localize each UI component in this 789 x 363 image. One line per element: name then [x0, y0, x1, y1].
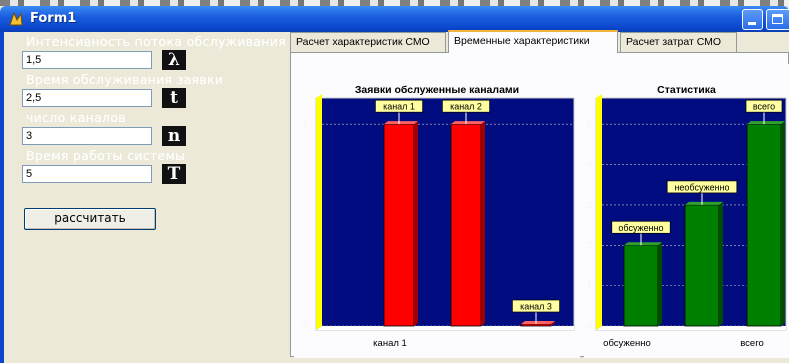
channels-chart-bar-label: канал 2 — [450, 102, 482, 112]
statistics-chart-bar-side — [658, 242, 662, 326]
work-time-input[interactable]: 5 — [22, 165, 152, 183]
channels-chart-bar-label: канал 1 — [383, 102, 415, 112]
channels-chart-bar-top — [521, 321, 555, 324]
statistics-chart-side-wall — [596, 94, 602, 330]
statistics-chart-y-tick-label: 2 — [587, 240, 592, 250]
statistics-chart-x-tick-label: всего — [740, 338, 764, 349]
minimize-button[interactable] — [742, 9, 763, 30]
statistics-chart-bar — [746, 123, 782, 327]
tab-characteristics[interactable]: Расчет характеристик СМО — [290, 32, 446, 52]
tab-time-characteristics[interactable]: Временные характеристики — [448, 30, 618, 53]
statistics-chart-bar-top — [685, 201, 723, 205]
maximize-button[interactable] — [766, 9, 789, 30]
channels-chart-bar — [520, 323, 552, 327]
channels-chart-bar — [450, 123, 482, 327]
channels-chart-bar-side — [414, 121, 418, 326]
statistics-chart-bar-side — [719, 201, 723, 326]
tab-costs[interactable]: Расчет затрат СМО — [620, 32, 737, 52]
statistics-chart-bar-label: необсуженно — [674, 182, 729, 192]
statistics-chart-y-tick-label: 3 — [587, 200, 592, 210]
channels-chart-bar-label-box — [442, 99, 490, 113]
t-symbol: t — [162, 88, 186, 108]
statistics-chart-bar-top — [624, 242, 662, 246]
lambda-symbol: λ — [162, 50, 186, 70]
channels-chart-bar — [383, 123, 415, 327]
window-title: Form1 — [30, 11, 77, 26]
T-symbol: T — [162, 164, 186, 184]
statistics-chart-bar-label: обсуженно — [618, 223, 663, 233]
statistics-chart-y-tick-label: 4 — [587, 160, 592, 170]
n-symbol: n — [162, 126, 186, 146]
statistics-chart-bar-label: всего — [753, 102, 775, 112]
channels-chart-bar-top — [451, 121, 485, 125]
channels-chart-bar-top — [384, 121, 418, 125]
calculate-button[interactable]: рассчитать — [24, 208, 156, 230]
statistics-chart-bar — [684, 204, 720, 327]
minimize-icon — [748, 22, 756, 25]
statistics-chart-bar — [623, 244, 659, 327]
channels-chart-x-tick-label: канал 1 — [373, 338, 407, 349]
title-bar[interactable]: Form1 — [0, 6, 789, 32]
channels-chart-bar-side — [551, 321, 555, 326]
maximize-icon — [772, 14, 783, 24]
statistics-chart-y-tick-label: 5 — [587, 119, 592, 129]
statistics-chart-bar-label-box — [745, 99, 783, 113]
statistics-chart-bar-side — [781, 121, 785, 326]
channels-chart-bar-label-box — [375, 99, 423, 113]
work-time-label: Время работы системы — [26, 148, 186, 163]
service-time-input[interactable]: 2,5 — [22, 89, 152, 107]
statistics-chart-bar-top — [747, 121, 785, 125]
channels-label: число каналов — [26, 110, 126, 125]
channels-chart-svg: 0 1 канал 1 канал 2 канал 3 канал 1 — [303, 94, 575, 349]
channels-chart-floor — [316, 326, 574, 330]
channels-chart-bar-side — [481, 121, 485, 326]
statistics-chart-bar-label-box — [611, 220, 671, 234]
statistics-chart-title: Статистика — [657, 84, 716, 96]
channels-chart-bar-label-box — [512, 299, 560, 313]
channels-chart-title: Заявки обслуженные каналами — [354, 84, 520, 96]
statistics-chart-bar-label-box — [666, 180, 738, 194]
statistics-chart-svg: 0 1 2 3 4 5 обсуженно необсуженно всего обсуженно… — [587, 94, 787, 349]
window-frame-left — [0, 32, 4, 363]
statistics-chart-x-tick-label: обсуженно — [603, 338, 651, 349]
statistics-chart-y-tick-label: 1 — [587, 281, 592, 291]
channels-chart-y-tick-label: 0 — [303, 321, 308, 331]
app-icon — [9, 11, 23, 26]
channels-chart-y-tick-label: 1 — [303, 119, 308, 129]
channels-chart-plot-area — [315, 97, 575, 331]
channels-input[interactable]: 3 — [22, 127, 152, 145]
channels-chart-side-wall — [316, 94, 322, 330]
service-time-label: Время обслуживания заявки — [26, 72, 224, 87]
intensity-input[interactable]: 1,5 — [22, 51, 152, 69]
channels-chart-bar-label: канал 3 — [520, 302, 552, 312]
background-screen-strip — [0, 0, 789, 6]
statistics-chart-y-tick-label: 0 — [587, 321, 592, 331]
channels-chart: Заявки обслуженные каналами 0 1 канал 1 кан… — [294, 64, 580, 358]
input-panel: Интенсивность потока обслуживания 1,5 λ … — [4, 32, 286, 363]
statistics-chart: Статистика 0 1 2 3 4 5 обсуженно необсуженно все… — [584, 64, 789, 358]
statistics-chart-floor — [596, 326, 786, 330]
intensity-label: Интенсивность потока обслуживания — [26, 34, 286, 49]
